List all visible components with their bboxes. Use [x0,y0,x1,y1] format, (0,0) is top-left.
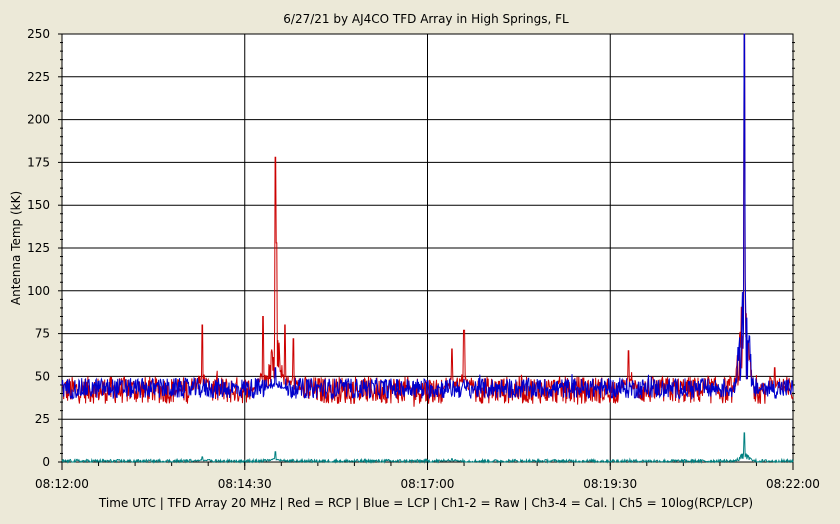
y-axis-label: Antenna Temp (kK) [9,191,23,305]
y-tick-labels: 0 25 50 75 100 125 150 175 200 225 250 [27,27,50,469]
series-layer [61,33,794,464]
y-tick-label: 100 [27,284,50,298]
y-tick-label: 125 [27,241,50,255]
y-tick-label: 0 [42,455,50,469]
y-tick-label: 175 [27,155,50,169]
series-ch5-line [61,432,794,464]
x-axis-label: Time UTC | TFD Array 20 MHz | Red = RCP … [98,496,753,510]
x-tick-labels: 08:12:00 08:14:30 08:17:00 08:19:30 08:22:00 [35,477,820,491]
y-tick-label: 50 [35,369,50,383]
y-tick-label: 25 [35,412,50,426]
grid-lines [58,33,794,470]
x-tick-label: 08:19:30 [583,477,637,491]
minor-ticks [60,42,795,466]
x-tick-label: 08:12:00 [35,477,89,491]
y-tick-label: 225 [27,70,50,84]
x-tick-label: 08:22:00 [766,477,820,491]
y-tick-label: 150 [27,198,50,212]
y-tick-label: 200 [27,113,50,127]
x-tick-label: 08:14:30 [218,477,272,491]
y-tick-label: 75 [35,327,50,341]
y-tick-label: 250 [27,27,50,41]
chart-title: 6/27/21 by AJ4CO TFD Array in High Sprin… [283,12,569,26]
x-tick-label: 08:17:00 [401,477,455,491]
series-lcp-line [61,33,794,401]
